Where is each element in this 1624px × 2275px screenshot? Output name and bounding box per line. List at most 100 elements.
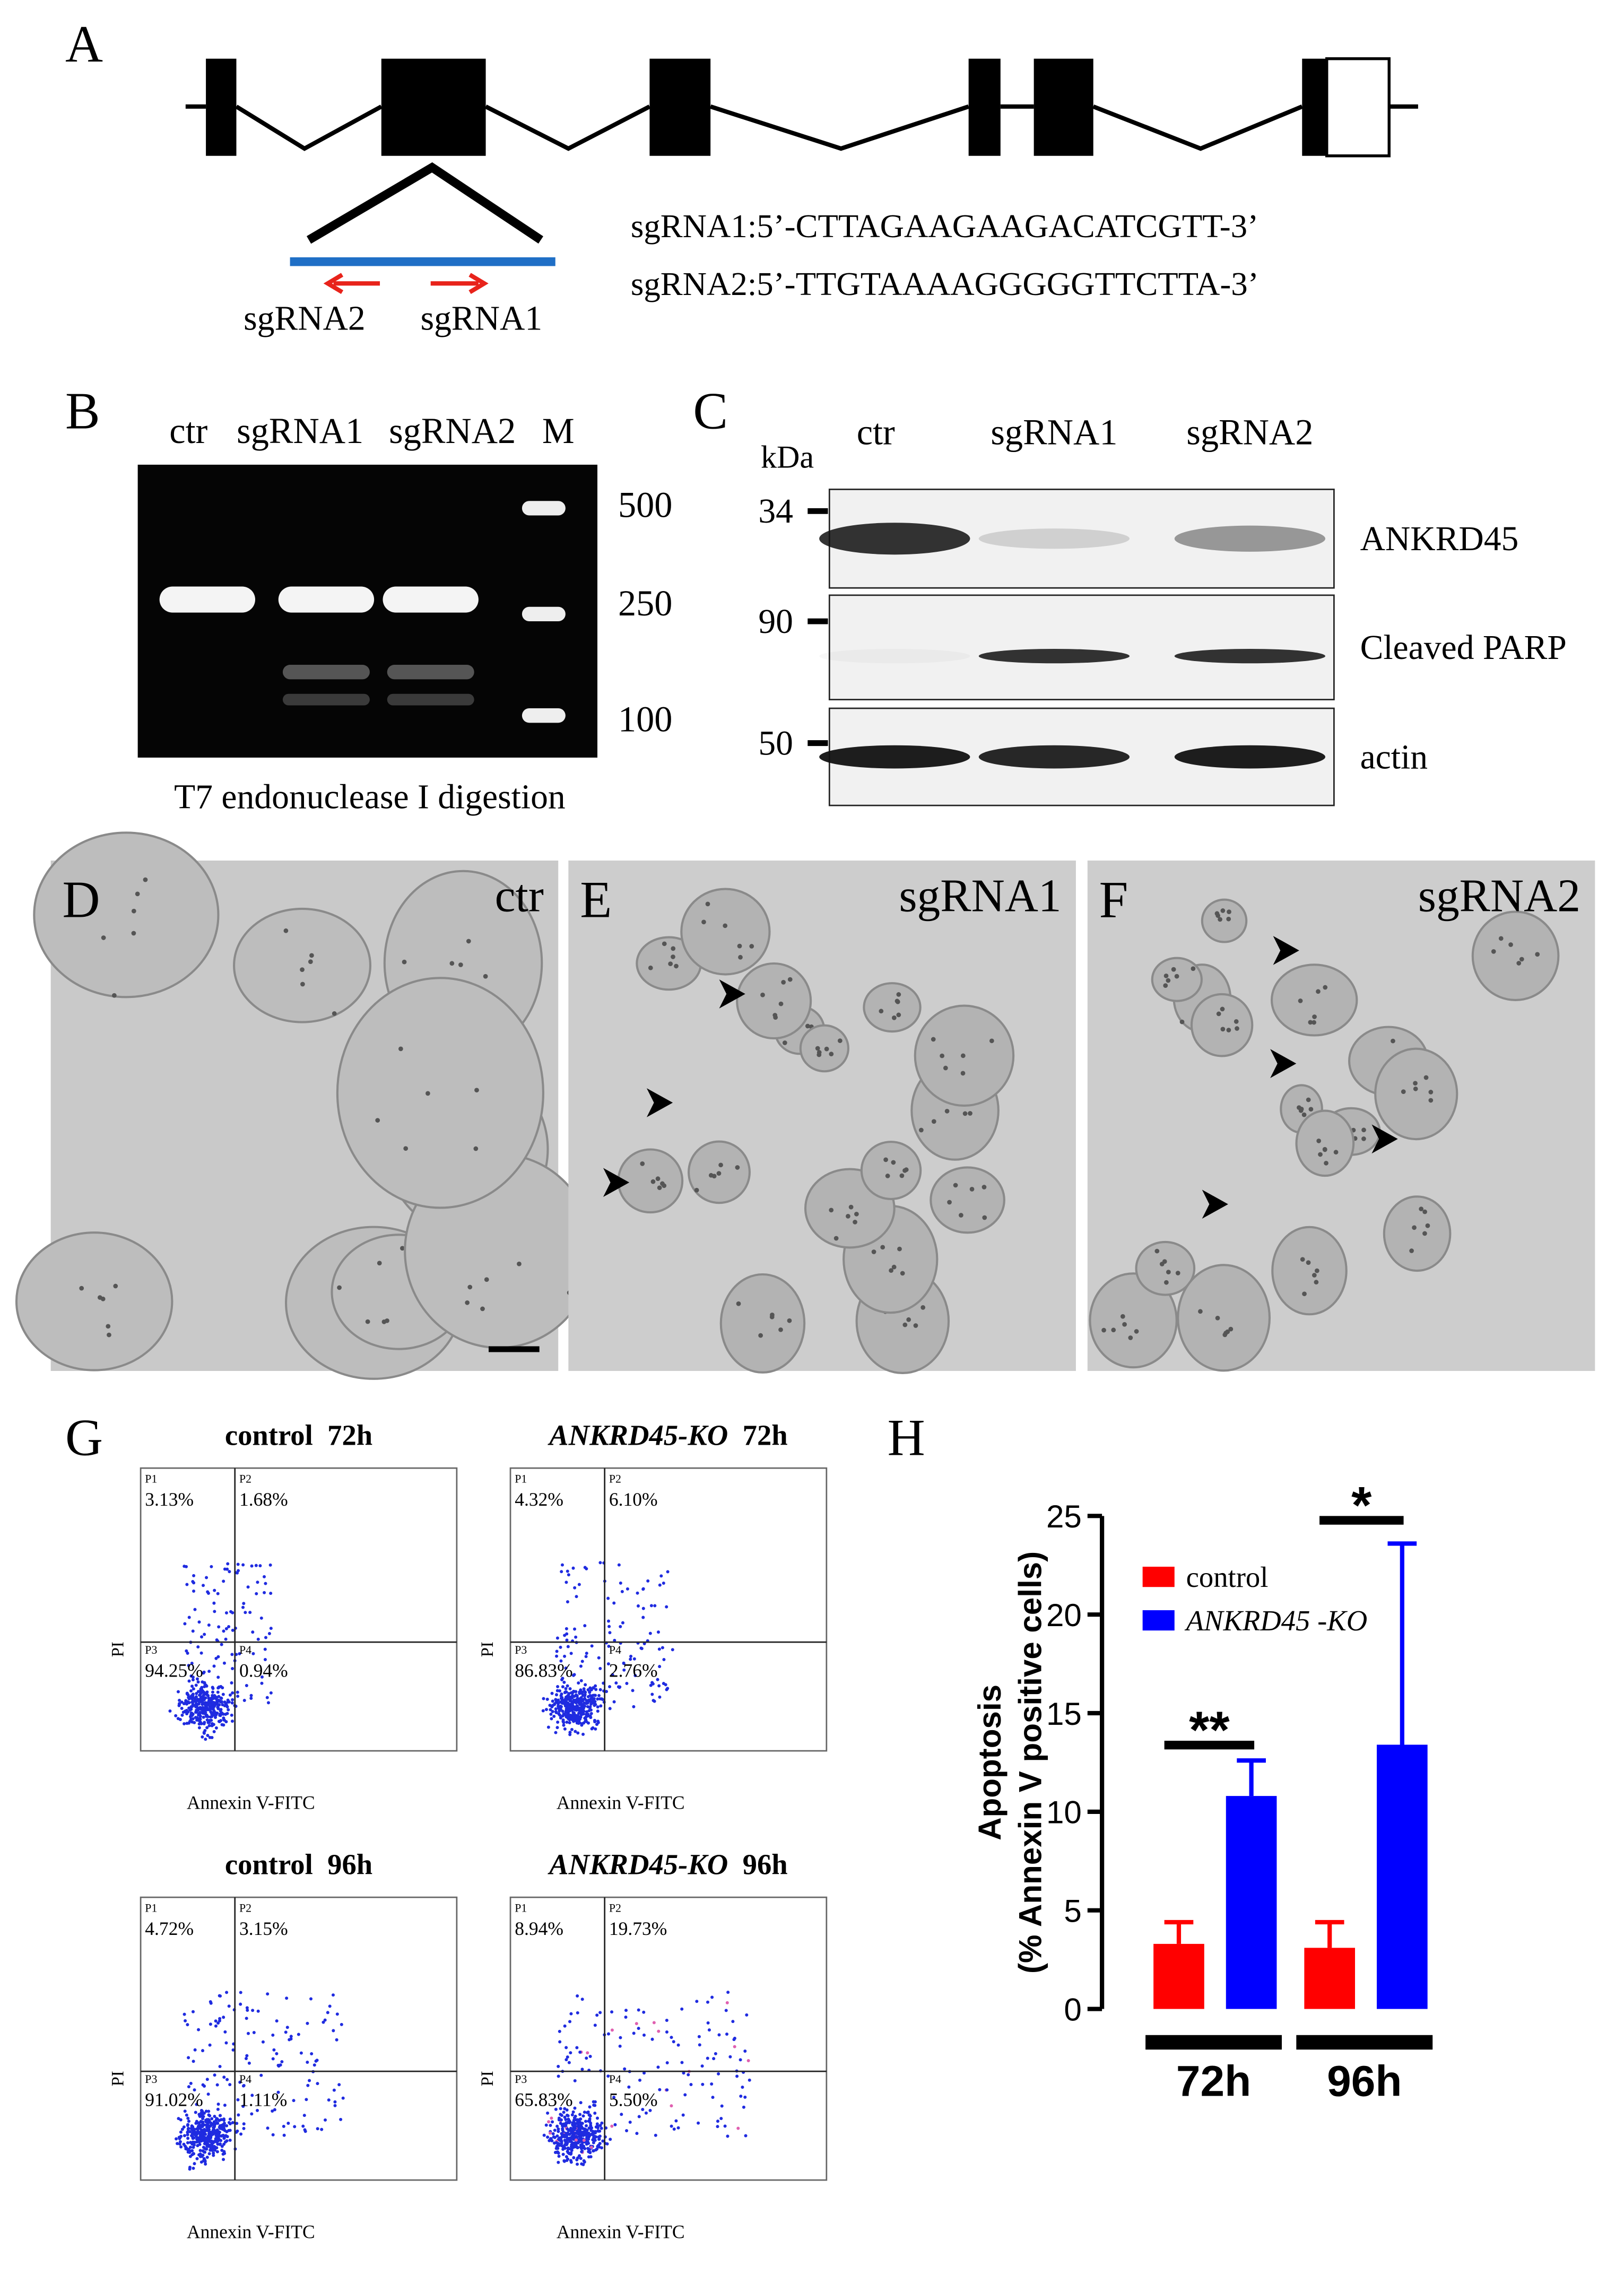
event bbox=[570, 2113, 574, 2117]
event bbox=[587, 2126, 591, 2130]
event bbox=[658, 1665, 662, 1669]
event bbox=[621, 1621, 624, 1625]
event bbox=[549, 1712, 553, 1716]
event bbox=[312, 2063, 316, 2067]
event bbox=[242, 1698, 246, 1702]
y-axis-title: Apoptosis bbox=[972, 1684, 1008, 1840]
granule bbox=[465, 1300, 470, 1305]
event bbox=[218, 1703, 221, 1707]
event bbox=[187, 1616, 191, 1619]
cell bbox=[233, 907, 372, 1023]
event bbox=[605, 2142, 609, 2146]
granule bbox=[902, 1168, 907, 1173]
quadrant-value: 8.94% bbox=[515, 1918, 563, 1939]
event bbox=[231, 1691, 235, 1695]
event bbox=[183, 2134, 186, 2138]
group: ANKRD45-KO bbox=[548, 1848, 728, 1880]
event bbox=[192, 1589, 196, 1593]
event bbox=[209, 2022, 212, 2026]
event bbox=[576, 2156, 579, 2160]
event bbox=[607, 1625, 611, 1628]
granule bbox=[1323, 985, 1328, 990]
event bbox=[551, 1704, 554, 1707]
event bbox=[665, 2019, 668, 2022]
event bbox=[648, 1631, 652, 1635]
event bbox=[245, 2006, 249, 2010]
event bbox=[200, 1635, 204, 1639]
event bbox=[216, 1690, 220, 1694]
event bbox=[624, 2015, 628, 2019]
event bbox=[658, 1583, 662, 1587]
granule bbox=[101, 935, 106, 940]
event bbox=[208, 1708, 212, 1712]
event bbox=[204, 1683, 207, 1687]
event bbox=[220, 1643, 223, 1646]
event bbox=[289, 2037, 293, 2041]
event bbox=[205, 1690, 209, 1694]
granule bbox=[1333, 1150, 1339, 1155]
event bbox=[574, 1701, 578, 1705]
event bbox=[549, 2123, 552, 2128]
event bbox=[186, 2141, 189, 2144]
event bbox=[566, 2131, 570, 2135]
event bbox=[735, 2074, 739, 2078]
event bbox=[186, 1652, 189, 1655]
arrow-label: sgRNA2 bbox=[244, 300, 366, 338]
event bbox=[208, 2043, 212, 2047]
granule bbox=[897, 1246, 902, 1252]
lane-label: sgRNA2 bbox=[1186, 412, 1313, 453]
event bbox=[203, 1702, 206, 1706]
granule bbox=[968, 1111, 972, 1116]
event bbox=[210, 1565, 213, 1568]
event bbox=[197, 1620, 201, 1624]
granule bbox=[657, 1185, 662, 1191]
faint-band bbox=[282, 665, 370, 680]
legend-swatch bbox=[1142, 1566, 1175, 1587]
event bbox=[650, 2037, 654, 2041]
event bbox=[576, 2163, 579, 2166]
granule bbox=[398, 1046, 403, 1052]
event bbox=[188, 2146, 193, 2149]
event bbox=[213, 2115, 216, 2118]
band bbox=[383, 586, 479, 613]
event bbox=[333, 2104, 337, 2107]
event bbox=[555, 2124, 559, 2128]
granule bbox=[1171, 967, 1176, 972]
granule bbox=[969, 1187, 975, 1192]
event bbox=[563, 2115, 567, 2119]
event bbox=[187, 1701, 191, 1705]
event bbox=[183, 2012, 186, 2016]
bar bbox=[1153, 1943, 1204, 2009]
granule bbox=[891, 1160, 896, 1165]
event bbox=[586, 2110, 590, 2114]
event bbox=[215, 2083, 219, 2087]
event bbox=[662, 1657, 666, 1661]
granule bbox=[1226, 916, 1231, 922]
event bbox=[557, 1704, 560, 1708]
event bbox=[570, 2148, 574, 2151]
event bbox=[588, 2113, 592, 2117]
event bbox=[571, 1713, 575, 1717]
event bbox=[244, 2056, 248, 2060]
event bbox=[218, 2130, 221, 2134]
event bbox=[618, 1686, 621, 1689]
event bbox=[224, 1611, 228, 1615]
x-axis-label: Annexin V-FITC bbox=[187, 2221, 315, 2242]
event bbox=[581, 2163, 585, 2166]
event bbox=[225, 2078, 229, 2081]
event bbox=[571, 1700, 575, 1704]
granule bbox=[1214, 911, 1220, 916]
quadrant-value: 0.94% bbox=[239, 1660, 288, 1681]
event bbox=[190, 1704, 194, 1708]
event bbox=[579, 2101, 583, 2105]
cell bbox=[680, 888, 771, 976]
x-axis-label: Annexin V-FITC bbox=[187, 1792, 315, 1813]
caption: T7 endonuclease I digestion bbox=[174, 778, 566, 817]
event bbox=[189, 2149, 193, 2153]
granule bbox=[782, 1040, 787, 1045]
event bbox=[263, 1658, 267, 1662]
event bbox=[583, 1697, 587, 1700]
granule bbox=[1322, 1147, 1327, 1152]
